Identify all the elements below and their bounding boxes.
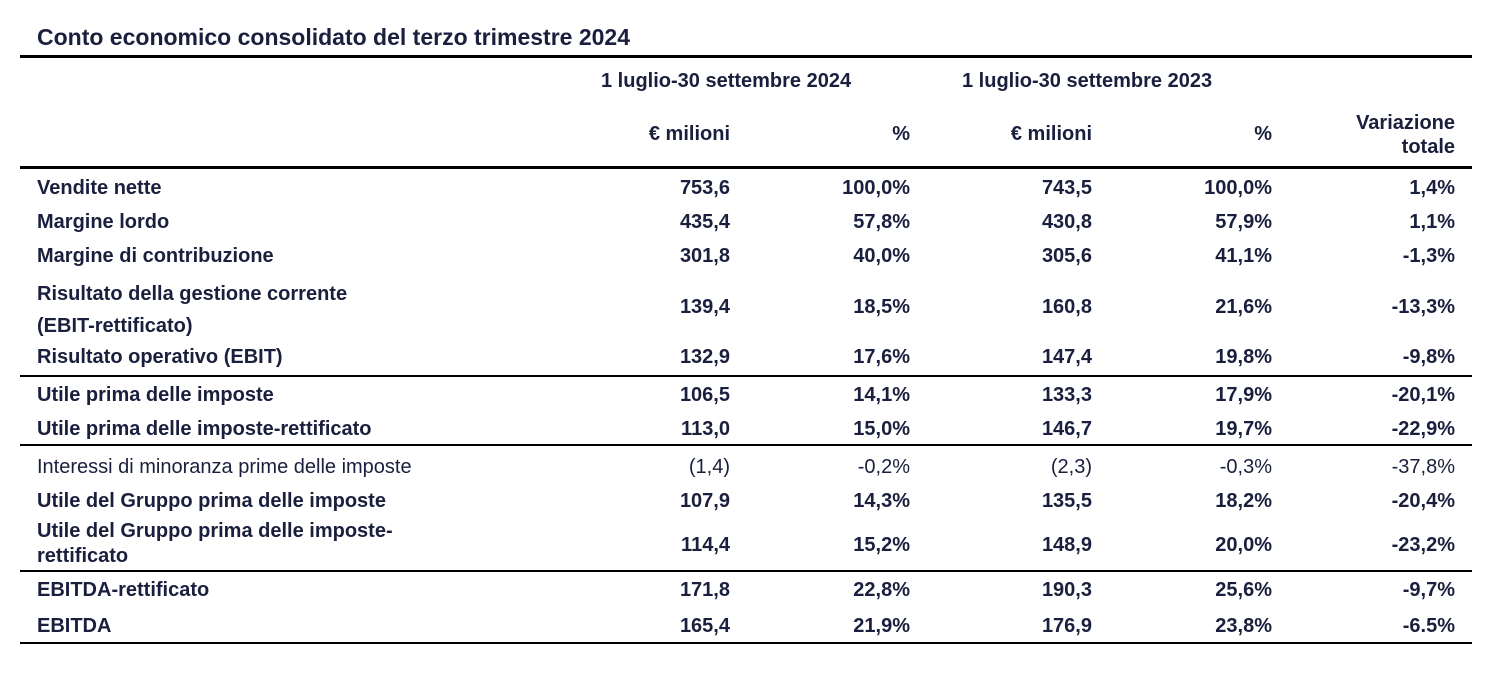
- cell-pct-2023: 17,9%: [1215, 384, 1272, 406]
- cell-pct-2024: 18,5%: [853, 296, 910, 318]
- cell-pct-2024: 22,8%: [853, 579, 910, 601]
- cell-pct-2023: 25,6%: [1215, 579, 1272, 601]
- cell-pct-2023: 21,6%: [1215, 296, 1272, 318]
- cell-pct-2024: 15,2%: [853, 534, 910, 556]
- cell-pct-2024: -0,2%: [857, 456, 910, 478]
- cell-pct-2024: 57,8%: [853, 211, 910, 233]
- cell-eur-2024: 301,8: [679, 245, 730, 267]
- cell-eur-2024: 107,9: [679, 490, 730, 512]
- row-label: EBITDA-rettificato: [37, 579, 210, 601]
- cell-variation: -1,3%: [1402, 245, 1455, 267]
- cell-variation: -23,2%: [1391, 534, 1455, 556]
- row-label: Utile prima delle imposte-rettificato: [37, 418, 372, 440]
- row-label: Risultato operativo (EBIT): [37, 346, 283, 368]
- cell-variation: -20,1%: [1391, 384, 1455, 406]
- row-label: Utile del Gruppo prima delle imposte-: [37, 520, 393, 542]
- cell-variation: -13,3%: [1391, 296, 1455, 318]
- cell-eur-2024: 106,5: [679, 384, 730, 406]
- section-rule-2: [20, 444, 1472, 446]
- cell-eur-2023: 430,8: [1041, 211, 1092, 233]
- row-label: Margine di contribuzione: [37, 245, 274, 267]
- cell-eur-2024: 132,9: [679, 346, 730, 368]
- cell-eur-2024: 114,4: [681, 534, 730, 556]
- bottom-rule: [20, 642, 1472, 644]
- cell-variation: 1,4%: [1409, 177, 1455, 199]
- cell-eur-2024: (1,4): [688, 456, 730, 478]
- col-eur-2024-header: € milioni: [648, 123, 730, 145]
- row-label: Utile del Gruppo prima delle imposte: [37, 490, 386, 512]
- cell-pct-2024: 17,6%: [853, 346, 910, 368]
- col-pct-2023-header: %: [1254, 123, 1272, 145]
- cell-eur-2023: 160,8: [1041, 296, 1092, 318]
- col-variation-line2: totale: [1401, 136, 1455, 158]
- cell-eur-2024: 139,4: [679, 296, 730, 318]
- col-eur-2023-header: € milioni: [1010, 123, 1092, 145]
- row-label-line2: (EBIT-rettificato): [37, 315, 193, 337]
- cell-variation: -37,8%: [1391, 456, 1455, 478]
- cell-eur-2024: 435,4: [679, 211, 730, 233]
- row-label: Risultato della gestione corrente: [37, 283, 348, 305]
- top-rule: [20, 55, 1472, 58]
- cell-eur-2023: 305,6: [1041, 245, 1092, 267]
- col-pct-2024-header: %: [892, 123, 910, 145]
- row-label: Vendite nette: [37, 177, 162, 199]
- cell-eur-2024: 165,4: [679, 615, 730, 637]
- cell-pct-2024: 15,0%: [853, 418, 910, 440]
- cell-eur-2023: 147,4: [1041, 346, 1092, 368]
- cell-eur-2024: 171,8: [679, 579, 730, 601]
- cell-pct-2023: 23,8%: [1215, 615, 1272, 637]
- cell-pct-2023: 19,7%: [1215, 418, 1272, 440]
- cell-eur-2023: 146,7: [1041, 418, 1092, 440]
- row-label: Interessi di minoranza prime delle impos…: [37, 456, 412, 478]
- header-rule: [20, 166, 1472, 169]
- section-rule-1: [20, 375, 1472, 377]
- row-label: Margine lordo: [37, 211, 170, 233]
- cell-pct-2023: 20,0%: [1215, 534, 1272, 556]
- cell-eur-2024: 753,6: [679, 177, 730, 199]
- cell-eur-2024: 113,0: [681, 418, 730, 440]
- cell-variation: -20,4%: [1391, 490, 1455, 512]
- cell-eur-2023: 176,9: [1041, 615, 1092, 637]
- cell-pct-2024: 21,9%: [853, 615, 910, 637]
- cell-pct-2023: 18,2%: [1215, 490, 1272, 512]
- period-2024-header: 1 luglio-30 settembre 2024: [601, 70, 852, 92]
- cell-pct-2023: 41,1%: [1215, 245, 1272, 267]
- section-rule-3: [20, 570, 1472, 572]
- period-2023-header: 1 luglio-30 settembre 2023: [962, 70, 1213, 92]
- row-label: EBITDA: [37, 615, 112, 637]
- cell-pct-2024: 14,1%: [853, 384, 910, 406]
- cell-pct-2023: 19,8%: [1215, 346, 1272, 368]
- cell-pct-2023: 100,0%: [1204, 177, 1272, 199]
- cell-eur-2023: 133,3: [1041, 384, 1092, 406]
- cell-pct-2024: 40,0%: [853, 245, 910, 267]
- cell-eur-2023: 190,3: [1041, 579, 1092, 601]
- cell-variation: -9,8%: [1402, 346, 1455, 368]
- cell-variation: -6.5%: [1402, 615, 1455, 637]
- cell-eur-2023: (2,3): [1050, 456, 1092, 478]
- row-label-line2: rettificato: [37, 545, 129, 567]
- table-title: Conto economico consolidato del terzo tr…: [37, 24, 631, 50]
- cell-pct-2023: -0,3%: [1219, 456, 1272, 478]
- cell-eur-2023: 135,5: [1041, 490, 1092, 512]
- row-label: Utile prima delle imposte: [37, 384, 274, 406]
- col-variation-line1: Variazione: [1356, 112, 1455, 134]
- cell-eur-2023: 743,5: [1041, 177, 1092, 199]
- cell-eur-2023: 148,9: [1041, 534, 1092, 556]
- cell-variation: 1,1%: [1409, 211, 1455, 233]
- cell-pct-2024: 14,3%: [853, 490, 910, 512]
- cell-variation: -9,7%: [1402, 579, 1455, 601]
- col-variation-header: Variazione totale: [1255, 111, 1455, 159]
- cell-variation: -22,9%: [1391, 418, 1455, 440]
- cell-pct-2024: 100,0%: [842, 177, 910, 199]
- cell-pct-2023: 57,9%: [1215, 211, 1272, 233]
